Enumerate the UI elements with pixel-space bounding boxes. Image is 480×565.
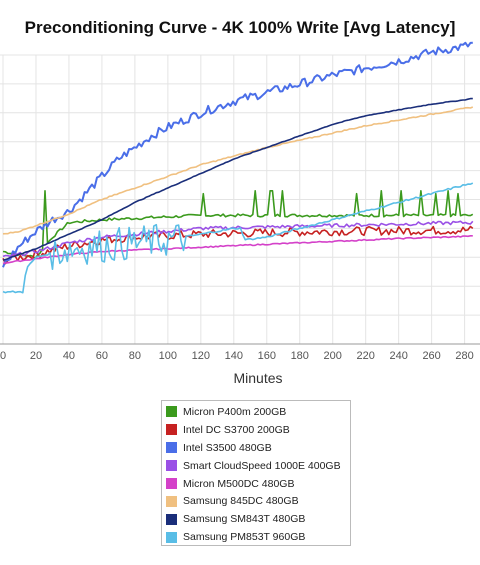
legend-label-6: Samsung SM843T 480GB	[183, 513, 306, 526]
series-line-3	[2, 220, 474, 258]
x-tick-label-3: 60	[96, 350, 108, 362]
series-line-7	[2, 182, 474, 294]
legend-label-0: Micron P400m 200GB	[183, 405, 287, 418]
x-axis-title: Minutes	[233, 370, 283, 386]
x-tick-label-4: 80	[129, 350, 141, 362]
legend-label-3: Smart CloudSpeed 1000E 400GB	[183, 459, 341, 472]
series-layer	[2, 41, 474, 294]
legend-swatch-2	[166, 442, 177, 454]
x-tick-label-13: 260	[422, 350, 440, 362]
legend-swatch-5	[166, 495, 177, 507]
legend-swatch-0	[166, 406, 177, 418]
legend-label-1: Intel DC S3700 200GB	[183, 423, 290, 436]
x-tick-label-11: 220	[357, 350, 375, 362]
series-line-0	[2, 190, 474, 260]
legend-item-1: Intel DC S3700 200GB	[166, 421, 350, 439]
x-tick-label-5: 100	[159, 350, 177, 362]
legend-swatch-4	[166, 478, 177, 489]
legend-item-7: Samsung PM853T 960GB	[166, 528, 350, 546]
plot-area: 0 20 40 60 80 100 120 140 160 180 200 220 240 260 280	[0, 41, 480, 362]
legend-label-7: Samsung PM853T 960GB	[183, 531, 306, 544]
legend-swatch-1	[166, 424, 177, 436]
series-line-5	[2, 106, 474, 235]
series-line-2	[2, 41, 473, 268]
legend: Micron P400m 200GB Intel DC S3700 200GB In…	[161, 400, 351, 546]
series-line-6	[2, 97, 473, 261]
legend-label-2: Intel S3500 480GB	[183, 441, 272, 454]
x-tick-label-12: 240	[389, 350, 407, 362]
legend-label-5: Samsung 845DC 480GB	[183, 495, 299, 508]
x-tick-label-6: 120	[192, 350, 210, 362]
legend-item-3: Smart CloudSpeed 1000E 400GB	[166, 457, 350, 475]
x-tick-label-0: 0	[0, 350, 6, 362]
legend-swatch-3	[166, 460, 177, 472]
x-tick-label-10: 200	[324, 350, 342, 362]
legend-item-0: Micron P400m 200GB	[166, 403, 350, 421]
legend-item-2: Intel S3500 480GB	[166, 439, 350, 457]
legend-item-6: Samsung SM843T 480GB	[166, 510, 350, 528]
legend-item-4: Micron M500DC 480GB	[166, 475, 350, 493]
chart-title: Preconditioning Curve - 4K 100% Write [A…	[24, 18, 456, 37]
x-tick-label-2: 40	[63, 350, 75, 362]
legend-swatch-7	[166, 531, 177, 543]
series-line-1	[2, 225, 474, 265]
x-tick-label-9: 180	[291, 350, 309, 362]
legend-swatch-6	[166, 513, 177, 525]
legend-label-4: Micron M500DC 480GB	[183, 477, 295, 490]
series-line-4	[2, 235, 473, 265]
x-tick-label-8: 160	[258, 350, 276, 362]
grid-layer	[0, 54, 480, 345]
x-tick-label-1: 20	[30, 350, 42, 362]
x-tick-label-7: 140	[225, 350, 243, 362]
x-tick-label-14: 280	[455, 350, 473, 362]
x-tick-labels: 0 20 40 60 80 100 120 140 160 180 200 220 240 260 280	[0, 350, 474, 362]
legend-item-5: Samsung 845DC 480GB	[166, 492, 350, 510]
